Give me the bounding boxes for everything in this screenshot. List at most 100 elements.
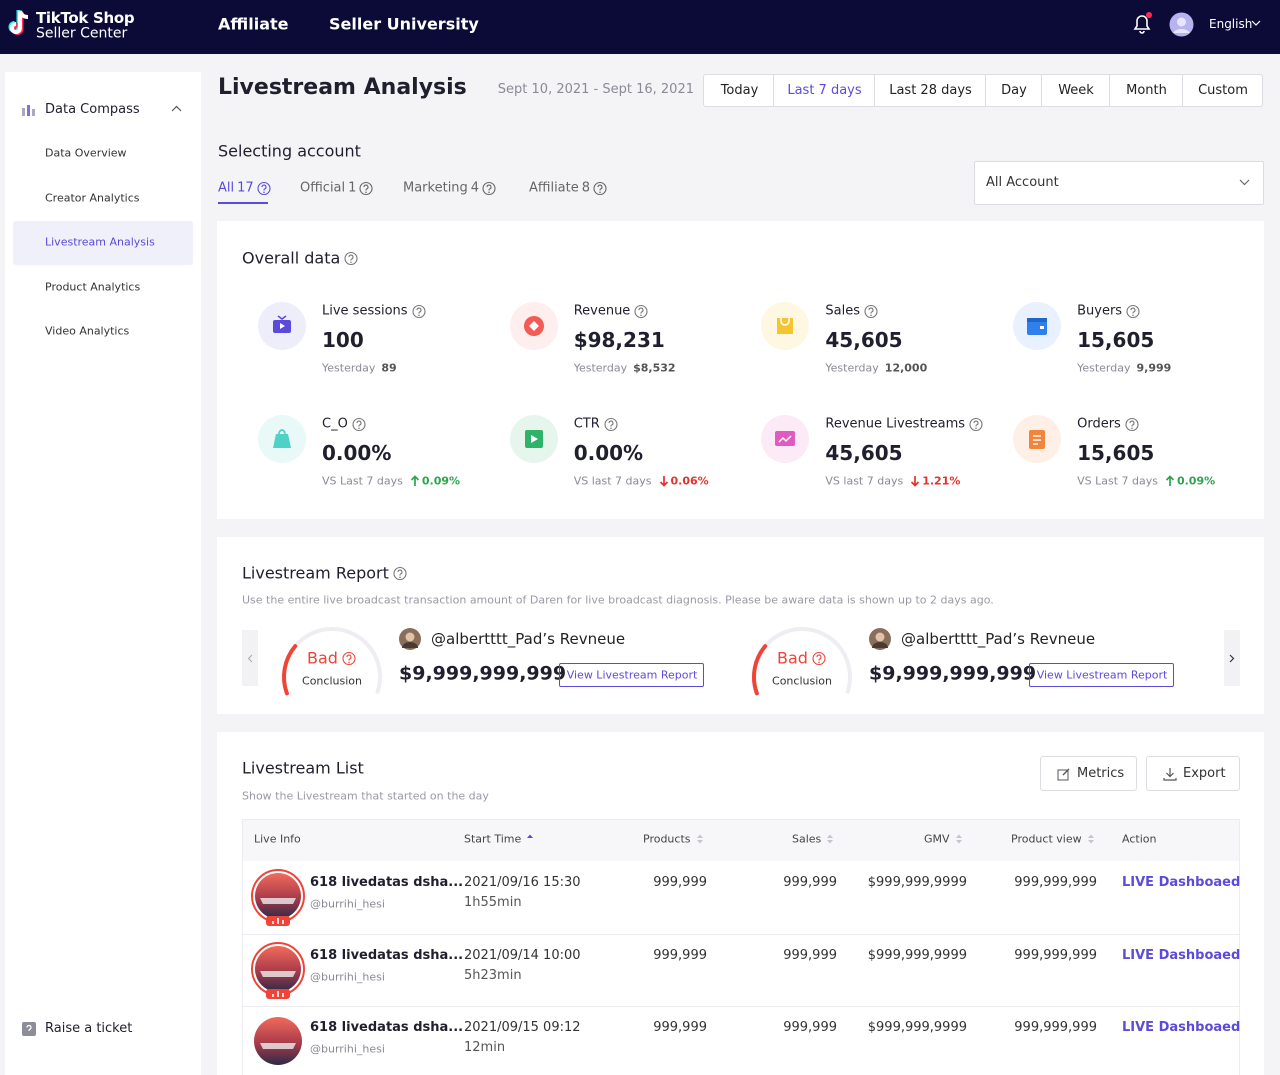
date-range: Sept 10, 2021 - Sept 16, 2021: [497, 82, 694, 98]
carousel-prev[interactable]: [242, 630, 258, 686]
help-icon-part: [969, 417, 983, 431]
live-thumbnail-part: [255, 873, 301, 919]
metric-value: 100: [322, 328, 364, 352]
help-icon-part: [482, 181, 496, 195]
sidebar-item[interactable]: Livestream Analysis: [45, 235, 155, 249]
range-button[interactable]: Last 28 days: [875, 74, 986, 107]
toolbar-button[interactable]: Export: [1146, 756, 1240, 791]
active-item-bg: [13, 221, 193, 265]
start-time: 2021/09/14 10:00: [464, 947, 581, 963]
creator-avatar-part: [875, 632, 885, 642]
action-link[interactable]: LIVE Dashboaed: [1122, 1020, 1241, 1036]
help-icon-part: [868, 307, 874, 313]
help-icon-part: [1126, 304, 1140, 318]
gauge-part: [281, 644, 298, 696]
live-thumbnail: [254, 1017, 302, 1065]
sidebar-item[interactable]: Creator Analytics: [45, 190, 140, 204]
live-thumbnail-part: [260, 898, 296, 904]
live-thumbnail-part: [260, 970, 296, 977]
account-tab[interactable]: Marketing 4: [403, 181, 496, 196]
metric-icon: [1013, 302, 1062, 350]
logo-text: Seller Center: [36, 25, 128, 42]
help-icon-part: [352, 417, 366, 431]
compare-label: VS last 7 days: [573, 474, 652, 488]
row-divider: [243, 1006, 1239, 1007]
help-icon: [257, 181, 271, 195]
help-icon-part: [399, 575, 401, 578]
top-bar: [0, 0, 1280, 54]
live-thumbnail-part: [260, 1043, 296, 1049]
report-button[interactable]: View Livestream Report: [1029, 663, 1174, 687]
tab-count: 17: [237, 180, 254, 196]
sort-icon-part: [1087, 834, 1094, 844]
sort-icon-part: [696, 834, 703, 844]
nav-link[interactable]: Affiliate: [218, 14, 289, 34]
sidebar-item[interactable]: Product Analytics: [45, 279, 141, 293]
report-amount: $9,999,999,999: [399, 662, 567, 685]
account-tab[interactable]: All 17: [218, 181, 271, 196]
account-dropdown[interactable]: All Account: [974, 161, 1264, 205]
range-button[interactable]: Last 7 days: [774, 74, 875, 107]
metric-value: $98,231: [573, 328, 665, 352]
sort-icon: [527, 834, 534, 838]
button-icon: [1057, 768, 1070, 781]
range-label: Today: [720, 83, 759, 99]
help-icon-part: [257, 181, 271, 195]
label: C_O: [322, 416, 348, 432]
range-button[interactable]: Today: [703, 74, 774, 107]
metric-name: CTR: [574, 417, 618, 432]
language-select[interactable]: English: [1209, 16, 1253, 31]
compare-label: VS Last 7 days: [1077, 474, 1158, 488]
column-header: Product view: [1011, 832, 1082, 846]
column-header: Action: [1122, 832, 1157, 846]
sort-icon: [1087, 834, 1094, 844]
ticket-icon: [22, 1022, 36, 1036]
account-tab[interactable]: Official 1: [300, 181, 373, 196]
live-handle: @burrihi_hesi: [310, 1042, 385, 1056]
chevron-down: [1251, 20, 1261, 26]
trend-arrow: [1165, 475, 1175, 486]
chevron-up-part: [171, 105, 182, 112]
trend-arrow-part: [911, 476, 920, 487]
metric-icon: [258, 415, 306, 463]
live-thumbnail-part: [272, 990, 284, 997]
user-avatar-part: [1177, 17, 1186, 27]
live-thumbnail-part: [255, 945, 301, 992]
range-button[interactable]: Month: [1110, 74, 1183, 107]
sidebar-item[interactable]: Data Overview: [45, 146, 127, 160]
label: Orders: [1077, 416, 1121, 432]
help-icon-part: [610, 426, 612, 429]
help-icon: [1126, 304, 1140, 318]
metric-icon-part: [277, 315, 287, 320]
table-frame: [242, 819, 1240, 1075]
help-icon: [359, 181, 373, 195]
help-icon-part: [365, 190, 368, 193]
metric-icon-part: [777, 318, 794, 334]
sidebar-item[interactable]: Video Analytics: [45, 324, 130, 338]
raise-ticket[interactable]: Raise a ticket: [45, 1021, 133, 1037]
metric-name: C_O: [322, 417, 366, 432]
metric-icon-part: [780, 318, 791, 326]
range-button[interactable]: Week: [1042, 74, 1110, 107]
user-avatar-part: [1173, 28, 1190, 33]
notification-bell-part: [1133, 15, 1151, 30]
carousel-next[interactable]: [1224, 630, 1240, 686]
section-title: Selecting account: [218, 141, 361, 161]
column-header: Products: [643, 832, 691, 846]
range-button[interactable]: Custom: [1183, 74, 1263, 107]
compare-value: 12,000: [884, 361, 928, 375]
nav-link[interactable]: Seller University: [329, 14, 479, 34]
toolbar-button[interactable]: Metrics: [1040, 756, 1137, 791]
creator-avatar: [869, 628, 891, 650]
metric-value: 45,605: [825, 328, 903, 352]
metric-icon-part: [778, 435, 792, 443]
action-link[interactable]: LIVE Dashboaed: [1122, 947, 1241, 963]
report-button[interactable]: View Livestream Report: [559, 663, 704, 687]
metric-name: Revenue: [574, 304, 649, 319]
range-button[interactable]: Day: [986, 74, 1042, 107]
sort-icon-part: [955, 834, 962, 844]
account-tab[interactable]: Affiliate 8: [529, 181, 607, 196]
metric-icon: [509, 302, 558, 350]
action-link[interactable]: LIVE Dashboaed: [1122, 875, 1241, 891]
range-label: Week: [1058, 83, 1094, 99]
